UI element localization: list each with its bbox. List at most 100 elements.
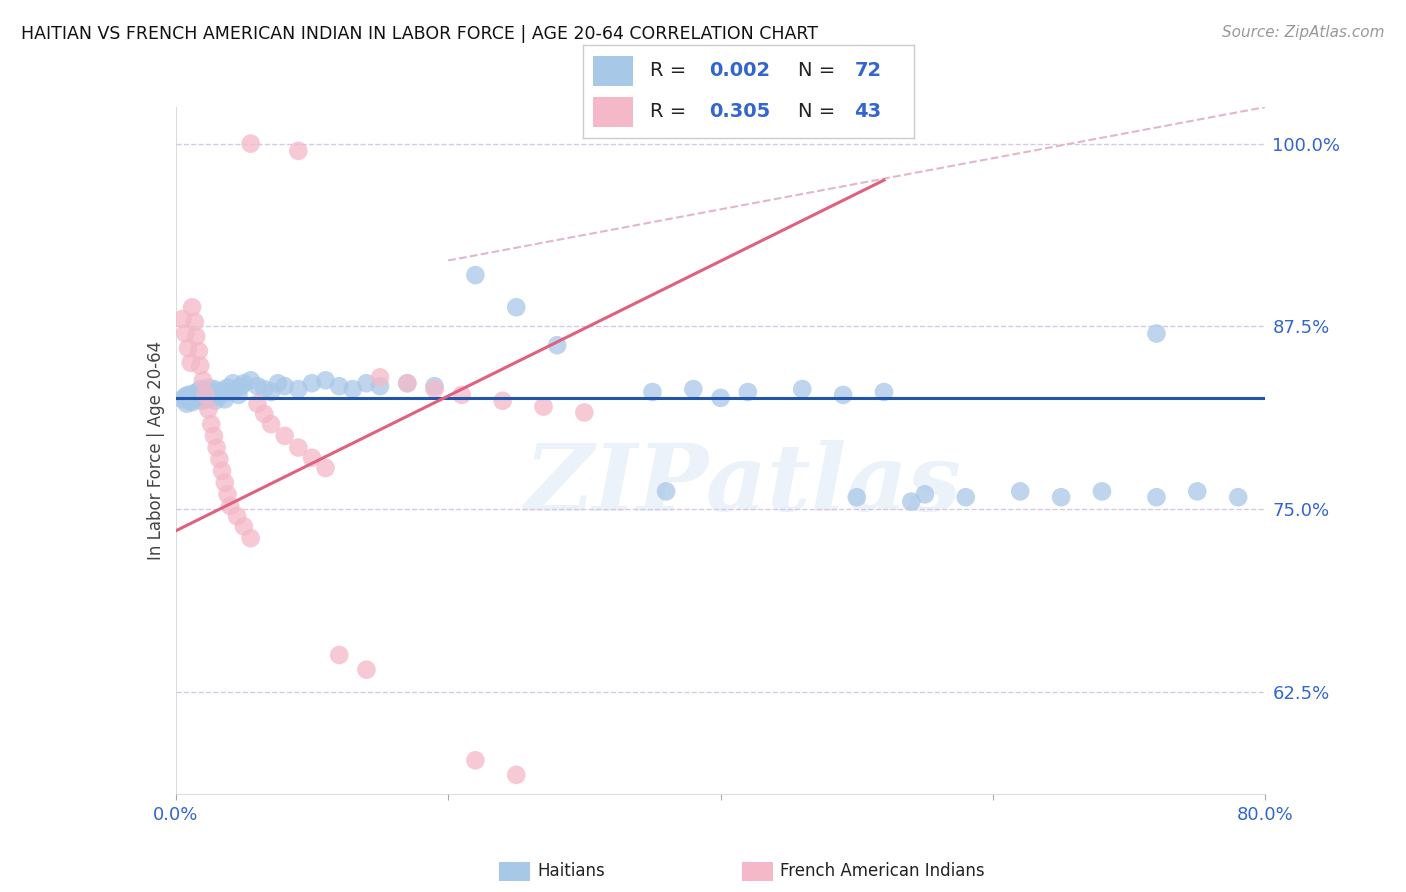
Point	[222, 376, 245, 391]
Point	[239, 373, 262, 387]
Text: 43: 43	[855, 102, 882, 121]
Point	[197, 402, 219, 417]
Text: R =: R =	[650, 102, 692, 121]
Point	[682, 382, 704, 396]
Point	[246, 397, 269, 411]
Point	[183, 386, 205, 401]
Point	[190, 393, 212, 408]
Text: ZIPatlas: ZIPatlas	[524, 440, 960, 530]
Point	[202, 429, 225, 443]
Point	[710, 391, 733, 405]
Point	[194, 384, 217, 398]
Point	[396, 376, 419, 391]
Point	[204, 393, 226, 408]
Text: N =: N =	[799, 61, 842, 80]
Point	[315, 461, 337, 475]
Point	[301, 450, 323, 465]
Point	[232, 376, 254, 391]
Point	[217, 487, 239, 501]
Point	[177, 388, 200, 402]
Point	[194, 388, 217, 402]
Text: N =: N =	[799, 102, 842, 121]
Point	[464, 753, 486, 767]
Point	[205, 386, 228, 401]
Point	[1144, 490, 1167, 504]
Text: HAITIAN VS FRENCH AMERICAN INDIAN IN LABOR FORCE | AGE 20-64 CORRELATION CHART: HAITIAN VS FRENCH AMERICAN INDIAN IN LAB…	[21, 25, 818, 43]
Point	[184, 315, 207, 329]
Point	[208, 389, 231, 403]
Point	[200, 388, 222, 402]
Point	[287, 441, 309, 455]
Point	[193, 389, 215, 403]
Point	[832, 388, 855, 402]
Point	[200, 417, 222, 432]
Point	[1050, 490, 1073, 504]
Point	[505, 300, 527, 314]
Point	[546, 338, 568, 352]
Point	[181, 395, 204, 409]
Point	[260, 417, 283, 432]
Point	[197, 381, 219, 395]
Point	[191, 373, 214, 387]
Point	[180, 391, 202, 405]
Point	[368, 379, 391, 393]
Point	[219, 384, 242, 399]
Point	[1010, 484, 1032, 499]
Point	[184, 392, 207, 407]
Point	[177, 341, 200, 355]
Point	[792, 382, 814, 396]
Point	[187, 344, 209, 359]
Text: Haitians: Haitians	[537, 863, 605, 880]
Point	[287, 144, 309, 158]
Point	[253, 407, 276, 421]
Point	[356, 663, 378, 677]
Point	[180, 356, 202, 370]
Point	[205, 441, 228, 455]
Point	[328, 379, 350, 393]
Point	[198, 384, 221, 399]
Point	[287, 382, 309, 396]
Point	[505, 768, 527, 782]
Point	[845, 490, 868, 504]
Point	[274, 429, 297, 443]
Point	[450, 388, 472, 402]
FancyBboxPatch shape	[593, 97, 633, 127]
Point	[533, 400, 555, 414]
Point	[174, 389, 197, 403]
Point	[900, 494, 922, 508]
Point	[172, 312, 194, 326]
Point	[232, 519, 254, 533]
Point	[1091, 484, 1114, 499]
Point	[186, 388, 208, 402]
Point	[396, 376, 419, 391]
Point	[208, 452, 231, 467]
Point	[201, 391, 224, 405]
FancyBboxPatch shape	[593, 56, 633, 86]
Point	[873, 384, 896, 399]
Point	[342, 382, 364, 396]
Point	[214, 475, 236, 490]
Point	[195, 392, 218, 407]
Point	[186, 329, 208, 343]
Point	[228, 388, 250, 402]
Point	[172, 392, 194, 407]
Point	[219, 499, 242, 513]
Text: French American Indians: French American Indians	[780, 863, 986, 880]
Point	[188, 359, 211, 373]
Point	[328, 648, 350, 662]
Point	[214, 392, 236, 407]
Text: 0.305: 0.305	[709, 102, 770, 121]
Point	[181, 300, 204, 314]
Point	[239, 531, 262, 545]
Point	[1227, 490, 1250, 504]
Point	[737, 384, 759, 399]
Text: Source: ZipAtlas.com: Source: ZipAtlas.com	[1222, 25, 1385, 40]
Point	[176, 397, 198, 411]
Point	[260, 384, 283, 399]
Text: R =: R =	[650, 61, 692, 80]
Point	[239, 136, 262, 151]
Point	[492, 393, 515, 408]
Point	[641, 384, 664, 399]
Text: 0.002: 0.002	[709, 61, 770, 80]
Point	[179, 393, 201, 408]
